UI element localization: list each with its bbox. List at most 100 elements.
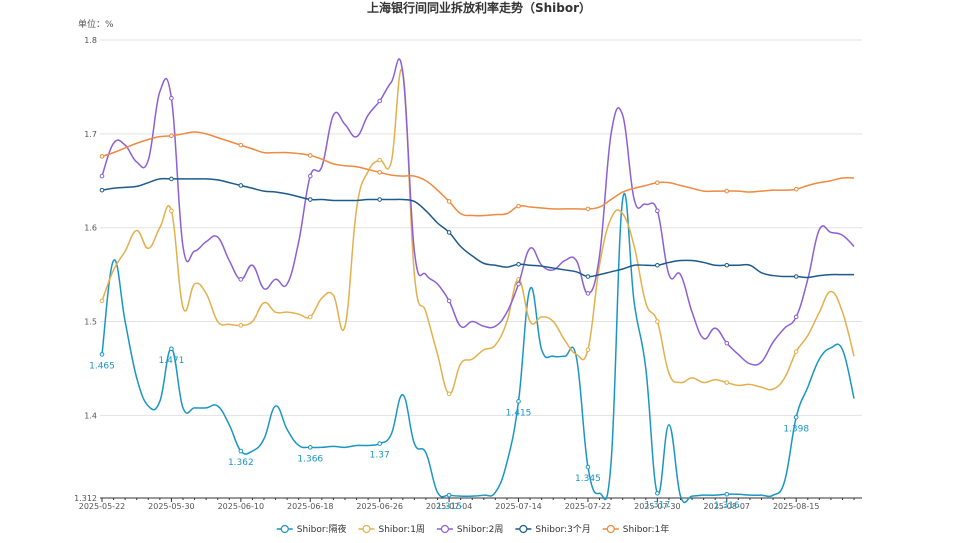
x-tick-label: 2025-06-26 (356, 502, 403, 511)
point-marker (655, 262, 660, 268)
x-tick-label: 2025-08-07 (704, 502, 751, 511)
data-label: 1.345 (575, 474, 601, 484)
y-tick-label: 1.5 (84, 318, 97, 327)
point-marker (169, 95, 174, 101)
point-marker (307, 173, 313, 179)
point-marker (516, 399, 521, 404)
point-marker (724, 491, 730, 497)
x-tick-label: 2025-08-15 (773, 502, 820, 511)
data-label: 1.315 (436, 502, 462, 512)
point-marker (377, 157, 382, 163)
y-tick-label: 1.7 (84, 130, 97, 139)
point-marker (307, 153, 313, 158)
point-marker (377, 170, 382, 175)
point-marker (446, 230, 452, 235)
legend-label: Shibor:1年 (623, 523, 669, 535)
y-tick-label: 1.312 (74, 494, 97, 503)
point-marker (446, 492, 452, 498)
data-label: 1.398 (783, 424, 809, 434)
point-marker (99, 154, 105, 159)
series-line (101, 192, 855, 504)
y-tick-label: 1.6 (84, 224, 97, 233)
legend-label: Shibor:3个月 (535, 524, 590, 535)
x-tick-label: 2025-06-18 (287, 502, 334, 511)
point-marker (585, 347, 591, 353)
legend-marker (280, 524, 289, 534)
point-marker (516, 203, 521, 209)
point-marker (724, 380, 730, 385)
x-tick-label: 2025-06-10 (218, 502, 265, 511)
point-marker (99, 173, 105, 179)
chart-title: 上海银行间同业拆放利率走势（Shibor） (367, 0, 591, 15)
point-marker (655, 491, 660, 496)
point-marker (446, 199, 452, 204)
x-tick-label: 2025-07-04 (426, 502, 473, 511)
point-marker (99, 298, 105, 304)
point-marker (99, 187, 105, 193)
point-marker (238, 277, 244, 282)
point-marker (793, 186, 799, 192)
point-marker (169, 346, 174, 352)
data-label: 1.366 (297, 454, 323, 464)
x-tick-label: 2025-05-22 (79, 502, 126, 511)
point-marker (793, 274, 799, 279)
series-line (101, 68, 855, 395)
legend-label: Shibor:1周 (378, 524, 424, 535)
unit-label: 单位：% (78, 18, 114, 30)
data-label: 1.316 (714, 501, 740, 511)
point-marker (516, 281, 521, 287)
point-marker (793, 414, 799, 420)
point-marker (238, 448, 244, 454)
point-marker (793, 314, 799, 320)
point-marker (655, 208, 660, 214)
x-tick-label: 2025-07-14 (495, 502, 542, 511)
point-marker (377, 441, 382, 446)
data-label: 1.465 (89, 361, 115, 371)
point-marker (169, 176, 174, 182)
data-label: 1.362 (228, 458, 254, 468)
point-marker (307, 445, 313, 450)
point-marker (99, 352, 105, 357)
legend-item: Shibor:2周 (436, 524, 503, 535)
legend-label: Shibor:2周 (457, 524, 503, 535)
legend-label: Shibor:隔夜 (297, 523, 347, 535)
x-tick-label: 2025-05-30 (148, 502, 195, 511)
point-marker (446, 298, 452, 304)
point-marker (238, 323, 244, 328)
point-marker (377, 98, 382, 104)
point-marker (585, 464, 591, 470)
series-line (101, 131, 855, 217)
point-marker (585, 291, 591, 296)
point-marker (655, 319, 660, 324)
legend-marker (606, 524, 615, 534)
point-marker (724, 340, 730, 346)
point-marker (307, 197, 313, 202)
point-marker (724, 188, 730, 194)
y-tick-label: 1.4 (84, 411, 97, 420)
point-marker (446, 391, 452, 397)
point-marker (238, 142, 244, 148)
legend-item: Shibor:1周 (358, 524, 425, 535)
legend-item: Shibor:隔夜 (276, 523, 347, 535)
point-marker (169, 208, 174, 214)
legend-marker (440, 524, 450, 534)
y-tick-label: 1.8 (84, 36, 97, 45)
data-label: 1.415 (506, 408, 532, 418)
point-marker (307, 314, 313, 320)
point-marker (793, 349, 799, 354)
x-tick-label: 2025-07-22 (565, 502, 612, 511)
legend-marker (519, 524, 528, 534)
series-line (101, 58, 855, 366)
point-marker (724, 262, 730, 268)
data-label: 1.471 (159, 356, 185, 366)
legend-marker (362, 524, 371, 534)
x-tick-label: 2025-07-30 (634, 502, 681, 511)
point-marker (377, 197, 382, 202)
point-marker (585, 206, 591, 212)
point-marker (516, 262, 521, 267)
point-marker (238, 183, 244, 188)
point-marker (169, 133, 174, 139)
legend-item: Shibor:1年 (602, 523, 669, 535)
data-label: 1.37 (370, 451, 390, 461)
